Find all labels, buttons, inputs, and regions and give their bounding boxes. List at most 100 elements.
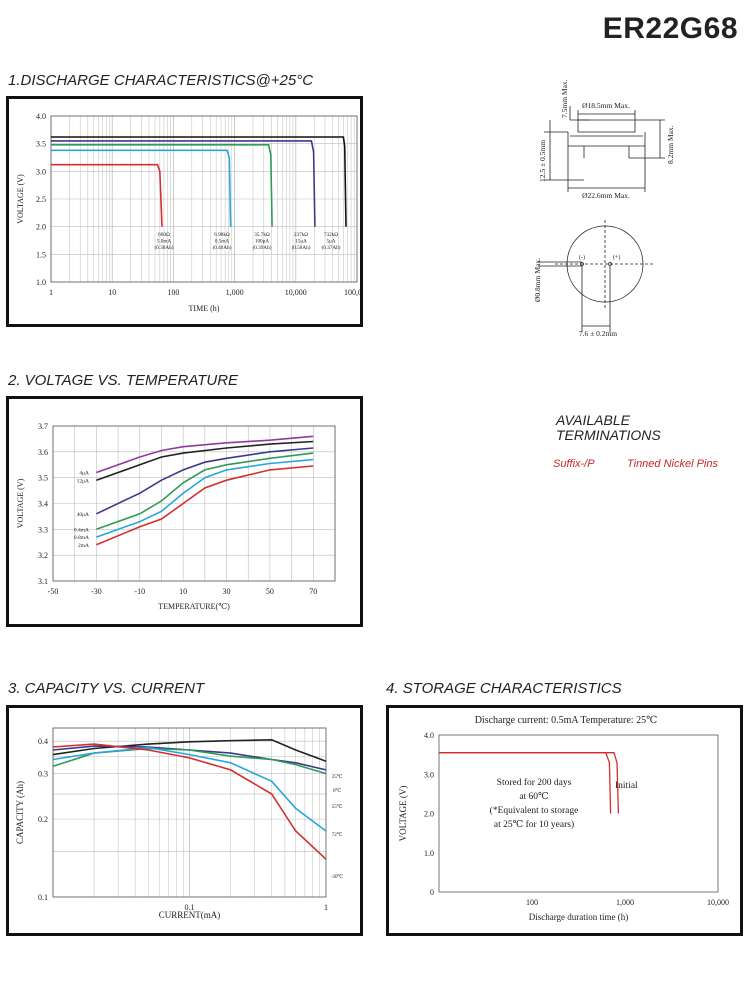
series-label-5: (0.37Ah) <box>322 244 341 251</box>
y-tick-label: 3.0 <box>424 770 434 779</box>
y-axis-label: CAPACITY (Ah) <box>15 781 25 844</box>
series-line-3 <box>51 143 273 227</box>
dim-top-height: 7.5mm Max. <box>560 79 569 118</box>
x-tick-label: 1,000 <box>226 288 244 297</box>
series-line-3 <box>96 447 314 515</box>
series-label-3: 40μA <box>77 512 89 518</box>
series-label-4: 15μA <box>295 239 307 245</box>
capacity-current-chart: 0.1 1 0.1 0.2 0.3 0.4 CURRENT(mA) CAPACITY (Ah)… <box>15 727 344 920</box>
dim-top-dia: Ø18.5mm Max. <box>582 101 630 110</box>
series-label-6: 2mA <box>78 543 89 549</box>
series-label-3: 100μA <box>255 239 270 245</box>
series-label-5: 5μA <box>326 239 335 245</box>
series-label-5: -30℃ <box>331 874 344 880</box>
x-tick-label: 10,000 <box>707 898 729 907</box>
chart-1-frame: 1 10 100 1,000 10,000 100,000 1.0 1.5 2.0 2.5 3.0 3… <box>6 96 370 327</box>
y-tick-label: 3.3 <box>38 525 48 534</box>
dim-pin-dia: Ø0.8mm Max. <box>533 258 542 302</box>
y-tick-label: 3.7 <box>38 422 48 431</box>
y-tick-label: 4.0 <box>424 731 434 740</box>
x-tick-label: 70 <box>309 587 317 596</box>
x-tick-label: 100,000 <box>344 288 360 297</box>
y-tick-label: 1.0 <box>424 849 434 858</box>
series-label-1: (0.30Ah) <box>155 244 174 251</box>
series-label-2: (0.40Ah) <box>213 244 232 251</box>
x-tick-label: 10,000 <box>285 288 307 297</box>
y-tick-label: 3.4 <box>38 500 48 509</box>
x-tick-label: -50 <box>48 587 59 596</box>
series-line-4 <box>96 452 314 531</box>
y-tick-label: 3.6 <box>38 448 48 457</box>
x-tick-label: 0.1 <box>185 903 195 912</box>
section-4-heading: 4. STORAGE CHARACTERISTICS <box>386 680 622 697</box>
series-line-2 <box>52 745 327 771</box>
series-label-5: 732kΩ <box>324 232 338 238</box>
chart-2-frame: -50 -30 -10 10 30 50 70 3.1 3.2 3.3 3.4 3.5 3.6 3.7 TE… <box>6 396 363 627</box>
series-label-1: 4μA <box>79 471 89 477</box>
y-tick-label: 2.5 <box>36 195 46 204</box>
y-tick-label: 0.1 <box>38 893 48 902</box>
y-tick-label: 3.2 <box>38 551 48 560</box>
y-tick-label: 3.0 <box>36 167 46 176</box>
x-tick-label: 30 <box>223 587 231 596</box>
series-label-4: 72℃ <box>332 832 343 838</box>
storage-chart: 100 1,000 10,000 0 1.0 2.0 3.0 4.0 Discharge dur… <box>398 715 729 922</box>
y-tick-label: 1.0 <box>36 278 46 287</box>
section-2-heading: 2. VOLTAGE VS. TEMPERATURE <box>8 372 239 389</box>
voltage-temperature-chart: -50 -30 -10 10 30 50 70 3.1 3.2 3.3 3.4 3.5 3.6 3.7 TE… <box>16 422 336 611</box>
storage-note-line: Stored for 200 days <box>497 777 572 788</box>
x-tick-label: 50 <box>266 587 274 596</box>
neg-terminal-label: (-) <box>579 254 585 261</box>
y-axis-label: VOLTAGE (V) <box>398 786 408 842</box>
termination-suffix: Suffix-/P <box>553 458 595 470</box>
series-label-4: 237kΩ <box>294 232 308 238</box>
y-tick-label: 0.2 <box>38 815 48 824</box>
x-tick-label: -30 <box>91 587 102 596</box>
section-3-heading: 3. CAPACITY VS. CURRENT <box>8 680 205 697</box>
y-tick-label: 1.5 <box>36 250 46 259</box>
cell-top-outline <box>577 119 636 133</box>
plot-area-border <box>52 425 336 582</box>
series-label-2: 12μA <box>77 478 89 484</box>
series-line-4 <box>51 140 316 227</box>
termination-description: Tinned Nickel Pins <box>627 458 718 470</box>
storage-note-line: at 25℃ for 10 years) <box>494 819 574 830</box>
plot-area-border <box>52 727 327 898</box>
dim-bottom-dia: Ø22.6mm Max. <box>582 191 630 200</box>
y-tick-label: 2.0 <box>424 810 434 819</box>
x-tick-label: -10 <box>134 587 145 596</box>
chart-4-frame: 100 1,000 10,000 0 1.0 2.0 3.0 4.0 Discharge dur… <box>386 705 743 936</box>
y-axis-label: VOLTAGE (V) <box>16 174 25 224</box>
y-tick-label: 2.0 <box>36 223 46 232</box>
dim-pin-spacing: 7.6 ± 0.2mm <box>579 329 617 338</box>
series-line-1 <box>52 738 327 762</box>
series-line-1 <box>96 435 314 474</box>
y-axis-label: VOLTAGE (V) <box>16 478 25 528</box>
series-label-1: 5.0mA <box>157 239 172 245</box>
x-tick-label: 100 <box>167 288 179 297</box>
section-1-heading: 1.DISCHARGE CHARACTERISTICS@+25°C <box>8 72 314 89</box>
plot-area-border <box>50 115 358 283</box>
dim-mid-height: 12.5 ± 0.5mm <box>538 140 547 182</box>
storage-note-line: at 60℃ <box>519 792 549 802</box>
plot-area-border <box>438 734 719 893</box>
series-line-2 <box>439 752 620 814</box>
model-title: ER22G68 <box>602 12 738 45</box>
dimension-drawing: Ø18.5mm Max. Ø22.6mm Max. 7.5mm Max. 12.… <box>533 79 675 338</box>
storage-note-line: (*Equivalent to storage <box>490 805 579 816</box>
pin-neg-dot <box>580 262 584 266</box>
series-line-2 <box>51 149 232 227</box>
y-tick-label: 3.1 <box>38 577 48 586</box>
series-label-4: 0.4mA <box>74 527 89 533</box>
terminations-heading-line1: AVAILABLE <box>556 412 630 428</box>
x-tick-label: 1 <box>49 288 53 297</box>
series-label-2: 6.98kΩ <box>214 232 230 238</box>
y-tick-label: 0.4 <box>38 737 48 746</box>
initial-label: Initial <box>615 781 638 791</box>
x-tick-label: 100 <box>526 898 538 907</box>
y-tick-label: 0 <box>430 888 434 897</box>
series-label-2: 0.5mA <box>215 239 230 245</box>
y-tick-label: 0.3 <box>38 770 48 779</box>
x-tick-label: 1,000 <box>616 898 634 907</box>
x-tick-label: 1 <box>324 903 328 912</box>
